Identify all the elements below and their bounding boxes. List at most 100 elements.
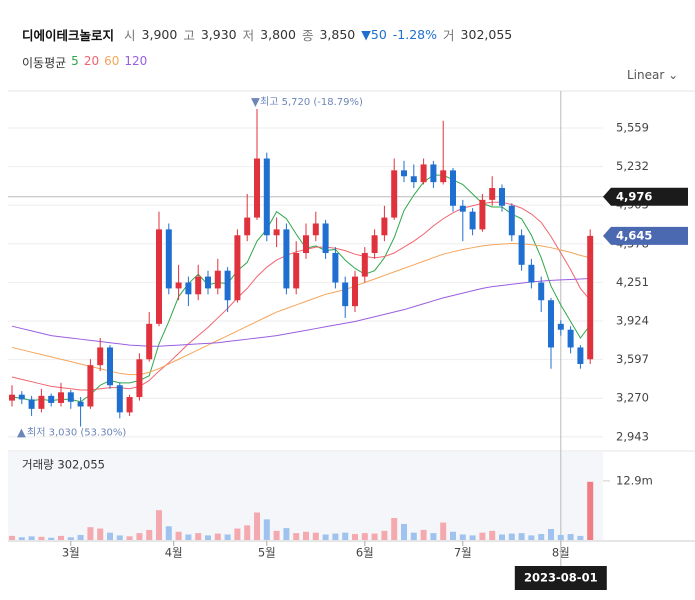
label: 시 <box>124 28 136 43</box>
candle-body <box>224 270 231 301</box>
last-price-label: 4,645 <box>616 228 652 242</box>
candle-body <box>459 205 466 212</box>
scale-mode-label[interactable]: Linear <box>627 68 665 82</box>
candle-body <box>352 276 358 307</box>
volume-bar <box>538 534 545 540</box>
volume-bar <box>185 534 192 540</box>
volume-bar <box>577 535 584 540</box>
candle-body <box>381 217 388 236</box>
label: 종 <box>301 28 314 43</box>
volume-bar <box>312 532 319 540</box>
volume-bar <box>479 532 486 540</box>
x-tick-label: 4월 <box>165 546 183 560</box>
volume-bar <box>97 528 104 540</box>
volume-bar <box>38 536 45 540</box>
x-tick-label: 3월 <box>62 546 80 560</box>
y-tick-label: 4,251 <box>616 275 649 289</box>
candle-body <box>9 394 15 401</box>
high-label: 최고 5,720 (-18.79%) <box>260 96 363 108</box>
legend-entry: 60 <box>104 54 120 68</box>
candle-body <box>18 394 25 400</box>
volume-bar <box>244 525 251 540</box>
candle-body <box>332 252 339 283</box>
crosshair-date: 2023-08-01 <box>524 571 598 585</box>
candle-body <box>322 223 329 253</box>
stock-name: 디에이테크놀로지 <box>22 28 115 43</box>
volume-bar <box>381 530 388 540</box>
ma-line <box>11 277 591 347</box>
candle-body <box>312 223 319 236</box>
volume-bar <box>518 533 525 540</box>
legend-entry: 5 <box>71 54 79 68</box>
candle-body <box>165 229 172 289</box>
candle-body <box>391 170 398 218</box>
candle-body <box>156 229 162 324</box>
legend-entry: 20 <box>83 54 100 68</box>
volume-bar <box>332 533 339 540</box>
volume-bar <box>430 533 437 540</box>
volume-bar <box>410 532 417 540</box>
volume-bar <box>58 535 64 540</box>
candle-body <box>548 300 554 348</box>
scale-mode[interactable]: Linear ⌄ <box>627 68 679 82</box>
volume-bar <box>342 532 349 540</box>
volume-bar <box>165 526 172 540</box>
volume-bar <box>283 528 290 540</box>
y-tick-label: 2,943 <box>616 429 649 443</box>
volume-bar <box>587 481 594 540</box>
y-tick-label: 5,559 <box>616 120 649 134</box>
candle-body <box>195 276 202 295</box>
volume-bar <box>293 533 300 540</box>
candle-body <box>557 323 564 330</box>
volume-bar <box>361 533 368 540</box>
volume-bar <box>116 535 123 540</box>
last-price-box <box>603 226 688 245</box>
candle-body <box>508 205 515 236</box>
crosshair-price-box <box>603 187 688 206</box>
legend-title: 이동평균 <box>22 56 67 70</box>
volume-bar <box>195 533 202 540</box>
volume-bar <box>499 534 505 540</box>
volume-bar <box>107 532 113 540</box>
ma-line <box>11 174 591 403</box>
volume-bar <box>508 533 515 540</box>
quote-header: 디에이테크놀로지 시 3,900 고 3,930 저 3,800 종 3,850 ▼50… <box>22 25 512 44</box>
value: 3,800 <box>260 27 296 42</box>
candle-body <box>371 235 378 253</box>
candle-body <box>420 164 427 183</box>
volume-title: 거래량 302,055 <box>22 458 105 472</box>
candle-body <box>107 347 113 386</box>
candle-body <box>499 188 505 206</box>
candle-body <box>263 158 270 236</box>
candle-body <box>175 282 182 289</box>
candle-body <box>567 329 574 348</box>
legend-entry: 120 <box>124 54 148 68</box>
y-tick-label: 3,270 <box>616 391 649 405</box>
value: 3,850 <box>319 27 356 42</box>
volume-bar <box>48 537 55 540</box>
volume-bar <box>28 536 35 540</box>
high-marker: ▼ <box>251 94 260 108</box>
candle-body <box>136 359 143 398</box>
value: 3,900 <box>141 27 178 42</box>
candle-body <box>518 235 525 265</box>
candle-body <box>489 188 496 200</box>
candle-body <box>293 252 300 289</box>
low-label: 최저 3,030 (53.30%) <box>27 427 126 439</box>
volume-panel <box>8 452 603 540</box>
volume-bar <box>322 534 329 540</box>
candle-body <box>38 395 45 409</box>
x-tick-label: 7월 <box>454 546 472 560</box>
candle-body <box>361 252 368 277</box>
candle-body <box>28 399 35 409</box>
volume-bar <box>548 529 554 540</box>
candle-body <box>234 235 241 301</box>
volume-bar <box>303 531 309 540</box>
candle-body <box>577 347 584 364</box>
label: 고 <box>183 28 195 43</box>
candle-body <box>126 397 133 413</box>
label: 거 <box>443 28 455 43</box>
volume-bar <box>352 534 358 540</box>
candle-body <box>430 164 437 183</box>
